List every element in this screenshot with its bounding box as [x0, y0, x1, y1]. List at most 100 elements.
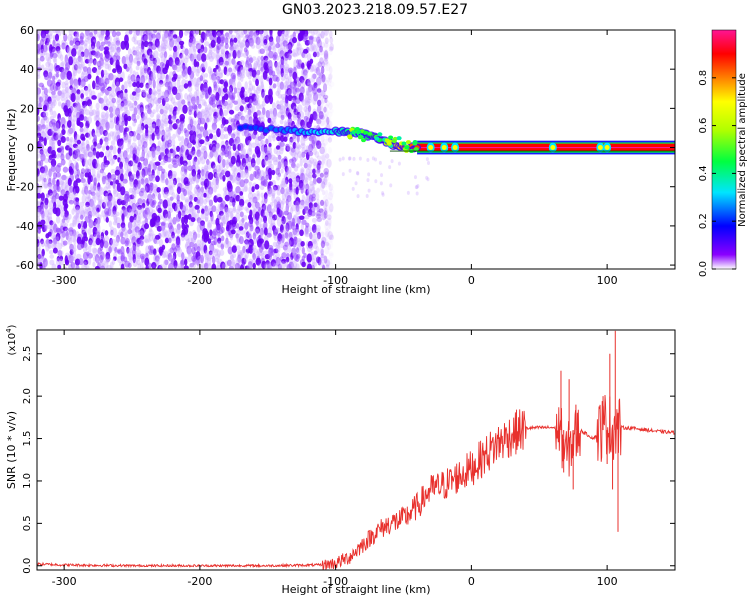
noise-cell — [137, 263, 142, 269]
noise-cell — [161, 129, 166, 137]
noise-cell — [169, 38, 175, 48]
noise-cell — [135, 170, 140, 179]
noise-cell — [60, 158, 66, 166]
noise-cell — [163, 229, 168, 237]
noise-cell — [86, 66, 92, 75]
noise-cell — [124, 88, 128, 94]
noise-cell — [73, 214, 79, 220]
noise-cell — [179, 146, 183, 157]
noise-cell — [64, 54, 69, 63]
noise-cell — [211, 205, 217, 213]
noise-cell — [178, 135, 182, 142]
noise-cell — [280, 168, 284, 174]
noise-cell — [44, 261, 48, 267]
noise-cell — [358, 156, 362, 161]
noise-cell — [68, 230, 73, 240]
noise-cell — [250, 44, 256, 49]
noise-cell — [168, 126, 173, 132]
noise-cell — [111, 97, 117, 104]
noise-cell — [37, 238, 40, 248]
noise-cell — [47, 56, 52, 66]
noise-cell — [135, 231, 141, 240]
noise-cell — [155, 128, 161, 137]
noise-cell — [89, 104, 93, 110]
noise-cell — [298, 111, 305, 119]
noise-cell — [286, 263, 292, 269]
noise-cell — [91, 95, 97, 100]
noise-cell — [43, 73, 50, 81]
noise-cell — [124, 157, 129, 164]
noise-cell — [107, 152, 113, 162]
noise-cell — [154, 161, 161, 166]
noise-cell — [39, 96, 44, 103]
noise-cell — [262, 179, 268, 187]
snr-frame — [36, 329, 676, 571]
noise-cell — [114, 50, 121, 56]
noise-cell — [151, 123, 156, 129]
noise-cell — [203, 46, 208, 54]
noise-cell — [91, 167, 96, 177]
noise-cell — [176, 248, 183, 258]
noise-cell — [107, 192, 113, 202]
noise-cell — [312, 180, 317, 186]
noise-cell — [93, 30, 98, 35]
noise-cell — [172, 133, 177, 140]
noise-cell — [158, 104, 164, 110]
noise-cell — [50, 231, 56, 240]
noise-cell — [255, 78, 259, 87]
noise-cell — [271, 248, 275, 256]
noise-cell — [99, 125, 104, 135]
noise-cell — [76, 102, 81, 112]
noise-cell — [71, 83, 77, 88]
noise-cell — [148, 229, 154, 237]
noise-cell — [139, 227, 145, 237]
noise-cell — [127, 75, 131, 81]
noise-cell — [84, 30, 90, 40]
noise-cell — [89, 109, 95, 117]
noise-cell — [167, 199, 173, 206]
noise-cell — [66, 120, 72, 128]
noise-cell — [97, 182, 101, 191]
noise-cell — [87, 158, 92, 167]
noise-cell — [113, 186, 117, 195]
noise-cell — [251, 186, 255, 193]
noise-cell — [85, 30, 90, 37]
noise-cell — [152, 91, 158, 96]
noise-cell — [47, 171, 53, 177]
noise-cell — [322, 83, 328, 93]
colorbar-gradient — [711, 29, 737, 270]
noise-cell — [48, 239, 53, 244]
noise-cell — [56, 48, 61, 54]
noise-cell — [142, 34, 148, 42]
noise-cell — [49, 83, 55, 92]
noise-cell — [131, 142, 137, 149]
noise-cell — [163, 217, 167, 223]
noise-cell — [128, 175, 133, 185]
noise-cell — [75, 178, 82, 183]
noise-cell — [105, 255, 111, 263]
noise-cell — [129, 105, 135, 112]
x-tick-label: 100 — [597, 274, 618, 287]
noise-cell — [172, 180, 176, 188]
noise-cell — [163, 44, 169, 50]
noise-cell — [133, 118, 137, 124]
noise-cell — [175, 92, 181, 101]
noise-cell — [40, 240, 45, 248]
noise-cell — [43, 183, 49, 189]
noise-cell — [55, 232, 61, 242]
noise-cell — [126, 247, 132, 257]
noise-cell — [57, 101, 62, 107]
noise-cell — [132, 50, 138, 56]
noise-cell — [101, 201, 106, 209]
noise-cell — [154, 255, 160, 262]
noise-cell — [164, 231, 169, 239]
noise-cell — [234, 105, 241, 112]
noise-cell — [64, 82, 69, 92]
noise-cell — [52, 30, 58, 34]
noise-cell — [168, 104, 174, 113]
noise-cell — [125, 66, 130, 72]
noise-cell — [236, 245, 241, 251]
noise-cell — [59, 250, 64, 256]
noise-cell — [299, 158, 303, 167]
